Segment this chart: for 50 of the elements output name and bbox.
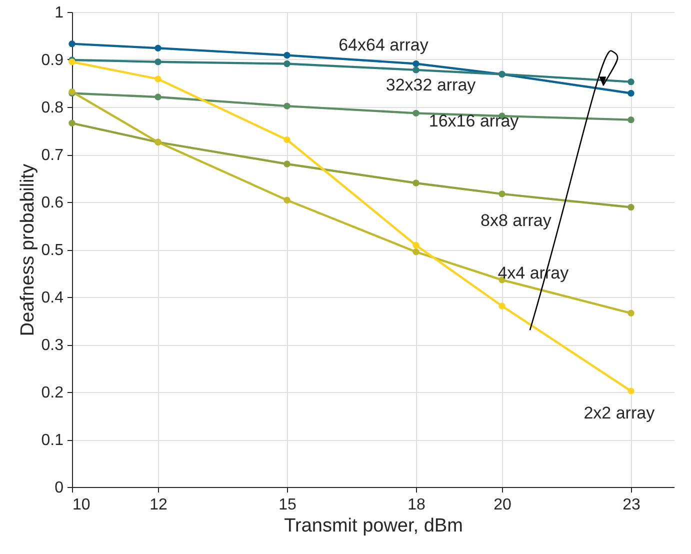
point <box>412 66 420 74</box>
point <box>68 120 76 126</box>
y-tick-label: 0.4 <box>41 290 64 306</box>
y-tick-label: 0.3 <box>41 337 64 354</box>
y-tick-label: 0.7 <box>41 147 64 164</box>
series-label: 64x64 array <box>338 35 429 54</box>
point <box>284 196 290 204</box>
x-axis-title: Transmit power, dBm <box>284 516 463 536</box>
point <box>412 180 420 186</box>
point <box>284 52 290 59</box>
y-tick-label: 0.1 <box>41 432 64 449</box>
point <box>154 76 162 82</box>
x-tick-label: 12 <box>150 496 168 514</box>
y-tick-label: 0.9 <box>41 52 64 69</box>
point <box>628 90 634 97</box>
y-tick-label: 0.6 <box>41 194 64 212</box>
point <box>628 78 634 86</box>
series-label: 8x8 array <box>480 211 552 230</box>
point <box>412 242 420 249</box>
point <box>154 44 162 52</box>
point <box>154 58 162 66</box>
point <box>284 160 290 168</box>
y-tick-label: 0.5 <box>41 242 64 259</box>
point <box>154 94 162 100</box>
y-tick-label: 0 <box>54 480 64 496</box>
y-axis-title: Deafness probability <box>17 163 38 336</box>
point <box>412 110 420 117</box>
series-label: 16x16 array <box>428 111 520 130</box>
point <box>68 40 76 48</box>
y-tick-label: 1 <box>54 4 64 22</box>
point <box>628 116 634 124</box>
x-tick-label: 10 <box>72 496 90 514</box>
x-tick-label: 20 <box>494 496 512 514</box>
point <box>284 60 290 68</box>
point <box>284 136 290 144</box>
point <box>412 248 420 256</box>
point <box>498 190 506 198</box>
y-tick-label: 0.8 <box>41 100 64 116</box>
point <box>412 60 420 68</box>
series-label: 2x2 array <box>584 403 656 422</box>
point <box>628 388 634 394</box>
point <box>284 102 290 110</box>
point <box>628 204 634 211</box>
x-tick-label: 15 <box>278 496 296 514</box>
x-tick-label: 18 <box>408 496 426 514</box>
point <box>498 302 506 310</box>
y-tick-label: 0.2 <box>41 384 64 402</box>
point <box>628 310 634 316</box>
x-tick-label: 23 <box>622 496 640 514</box>
series-label: 32x32 array <box>386 76 476 95</box>
